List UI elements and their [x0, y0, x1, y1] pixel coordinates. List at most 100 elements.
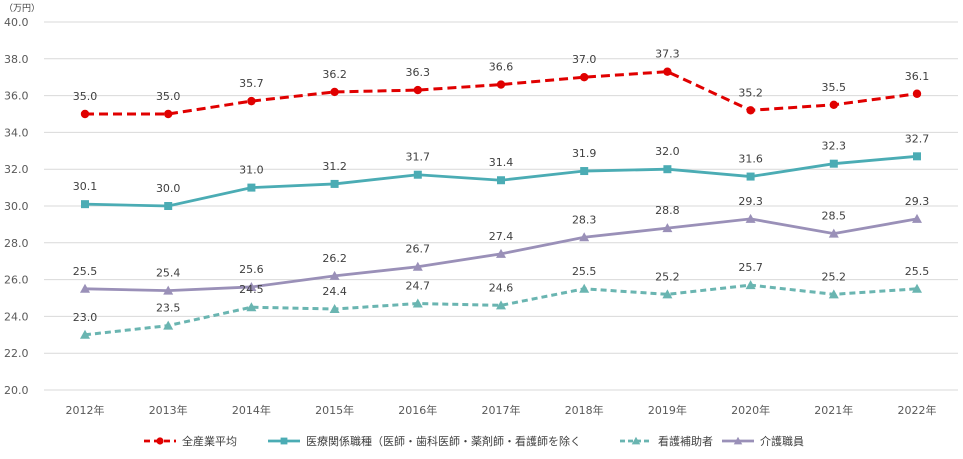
- x-tick-label: 2019年: [648, 403, 687, 417]
- series-line: [84, 283, 918, 337]
- x-tick-label: 2015年: [315, 403, 354, 417]
- data-label: 27.4: [489, 230, 514, 243]
- data-label: 31.7: [406, 151, 431, 164]
- data-point-square: [746, 172, 755, 181]
- data-label: 28.8: [655, 204, 680, 217]
- y-tick-label: 34.0: [4, 126, 29, 139]
- x-tick-label: 2020年: [731, 403, 770, 417]
- data-point-circle: [330, 87, 339, 97]
- data-point-square: [280, 437, 288, 445]
- data-point-circle: [156, 437, 164, 445]
- y-tick-label: 24.0: [4, 310, 29, 323]
- data-point-square: [913, 152, 921, 161]
- data-point-square: [663, 165, 672, 174]
- data-label: 32.3: [822, 140, 847, 153]
- data-label: 24.7: [406, 280, 431, 293]
- x-tick-label: 2012年: [66, 403, 105, 417]
- y-tick-label: 22.0: [4, 347, 29, 360]
- data-label: 30.0: [156, 182, 181, 195]
- legend-item-1: 全産業平均: [144, 434, 237, 448]
- data-point-square: [164, 202, 173, 210]
- data-point-triangle: [496, 300, 506, 310]
- y-tick-label: 40.0: [4, 16, 29, 29]
- data-point-triangle: [412, 261, 423, 271]
- data-label: 26.2: [322, 252, 347, 265]
- x-axis-ticks: 2012年 2013年 2014年 2015年 2016年 2017年 2018年 2019年…: [66, 403, 937, 417]
- data-label: 36.6: [489, 61, 514, 74]
- y-tick-label: 38.0: [4, 53, 29, 66]
- data-label: 29.3: [738, 195, 763, 208]
- legend-label: 医療関係職種（医師・歯科医師・薬剤師・看護師を除く: [306, 434, 581, 448]
- data-point-square: [413, 170, 422, 179]
- legend-label: 看護補助者: [658, 434, 713, 448]
- data-label: 25.2: [822, 270, 847, 283]
- legend-item-4: 介護職員: [722, 434, 804, 448]
- data-label: 36.1: [905, 70, 930, 83]
- data-point-square: [497, 176, 505, 185]
- data-point-triangle: [828, 289, 839, 299]
- data-point-circle: [912, 89, 922, 98]
- gridlines: [44, 21, 958, 391]
- data-label: 35.5: [822, 81, 847, 94]
- data-label: 30.1: [73, 180, 98, 193]
- data-point-circle: [164, 109, 173, 119]
- data-label: 29.3: [905, 195, 930, 208]
- data-label: 31.4: [489, 156, 514, 169]
- data-point-triangle: [733, 436, 743, 445]
- data-point-triangle: [579, 232, 590, 242]
- data-label: 35.7: [239, 77, 264, 90]
- y-axis-ticks: 20.0 22.0 24.0 26.0 28.0 30.0 32.0 34.0 36.0 38.0…: [4, 16, 29, 397]
- data-point-circle: [80, 109, 90, 119]
- data-label: 32.7: [905, 132, 930, 145]
- data-point-triangle: [579, 283, 590, 293]
- x-tick-label: 2021年: [814, 403, 853, 417]
- x-tick-label: 2014年: [232, 403, 271, 417]
- data-point-triangle: [412, 298, 423, 308]
- data-point-triangle: [246, 281, 257, 291]
- data-label: 24.4: [322, 285, 347, 298]
- legend-item-3: 看護補助者: [620, 434, 713, 448]
- data-point-triangle: [329, 304, 340, 314]
- data-point-triangle: [912, 283, 922, 293]
- data-point-triangle: [662, 223, 673, 233]
- data-point-circle: [580, 73, 589, 82]
- data-label: 31.2: [322, 160, 347, 173]
- data-label: 25.5: [572, 265, 597, 278]
- data-label: 37.0: [572, 53, 597, 66]
- series-4: [80, 213, 922, 295]
- data-label: 25.5: [905, 265, 930, 278]
- data-point-triangle: [80, 329, 90, 339]
- x-tick-label: 2022年: [898, 403, 937, 417]
- data-label: 25.2: [655, 270, 680, 283]
- data-label: 26.7: [406, 243, 431, 256]
- series-2: [81, 152, 921, 210]
- data-point-triangle: [745, 280, 756, 290]
- data-label: 24.5: [239, 283, 264, 296]
- data-point-circle: [663, 67, 672, 76]
- series-line: [85, 70, 918, 116]
- data-label: 36.2: [322, 68, 347, 81]
- y-tick-label: 32.0: [4, 163, 29, 176]
- data-label: 36.3: [406, 66, 431, 79]
- data-point-triangle: [496, 248, 506, 258]
- y-tick-label: 30.0: [4, 200, 29, 213]
- data-label: 23.0: [73, 311, 98, 324]
- data-point-circle: [496, 80, 506, 89]
- data-labels: 35.0 35.0 35.7 36.2 36.3 36.6 37.0 37.3 35.2 35.5…: [73, 48, 930, 324]
- data-label: 31.9: [572, 147, 597, 160]
- data-point-square: [829, 159, 838, 168]
- data-point-triangle: [662, 289, 673, 299]
- data-label: 37.3: [655, 48, 680, 61]
- legend-label: 全産業平均: [182, 434, 237, 448]
- data-point-triangle: [912, 213, 922, 223]
- data-label: 24.6: [489, 281, 514, 294]
- data-label: 35.0: [73, 90, 98, 103]
- data-label: 23.5: [156, 302, 181, 315]
- data-point-triangle: [329, 270, 340, 280]
- data-label: 25.4: [156, 267, 181, 280]
- data-point-circle: [413, 85, 422, 95]
- data-point-triangle: [828, 228, 839, 238]
- data-point-square: [81, 200, 89, 209]
